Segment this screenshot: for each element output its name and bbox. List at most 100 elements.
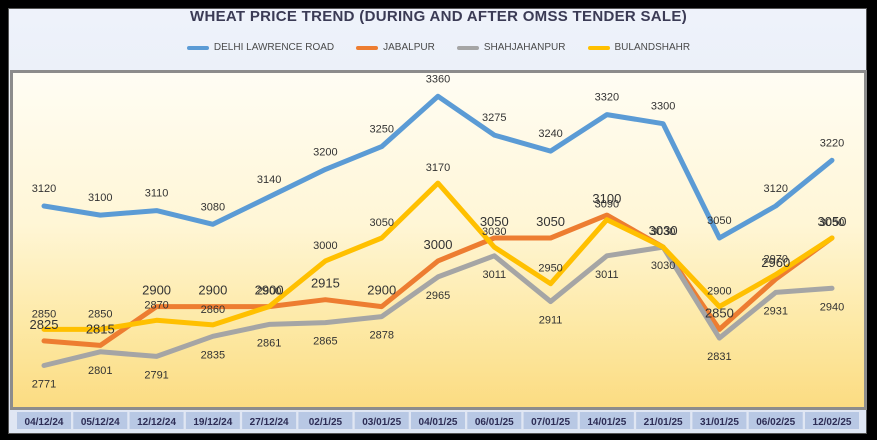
data-label: 2825 — [30, 317, 59, 332]
x-tick-label: 19/12/24 — [193, 417, 232, 428]
data-label: 2900 — [198, 283, 227, 298]
x-tick-bg — [73, 412, 128, 429]
data-label: 3250 — [369, 124, 393, 136]
x-tick-label: 05/12/24 — [81, 417, 120, 428]
data-label: 2791 — [144, 369, 168, 381]
data-label: 2915 — [311, 276, 340, 291]
x-tick-bg — [354, 412, 409, 429]
x-tick-bg — [411, 412, 465, 429]
data-label: 3050 — [818, 214, 847, 229]
data-label: 2801 — [88, 365, 112, 377]
x-tick-label: 31/01/25 — [700, 417, 739, 428]
x-tick-label: 21/01/25 — [644, 417, 683, 428]
data-label: 3275 — [482, 112, 506, 124]
data-label: 3360 — [426, 73, 450, 85]
data-label: 2870 — [144, 299, 168, 311]
legend-swatch-jabalpur — [356, 45, 379, 50]
data-label: 2860 — [201, 304, 225, 316]
data-label: 2900 — [367, 283, 396, 298]
x-tick-bg — [467, 412, 522, 429]
x-tick-bg — [298, 412, 353, 429]
data-label: 3220 — [820, 137, 844, 149]
data-label: 3050 — [707, 215, 731, 227]
data-label: 3100 — [592, 191, 621, 206]
data-label: 2900 — [255, 283, 284, 298]
data-label: 3000 — [424, 237, 453, 252]
data-label: 3200 — [313, 146, 337, 158]
data-label: 2900 — [707, 286, 731, 298]
data-label: 3011 — [595, 269, 619, 281]
data-label: 2815 — [86, 321, 115, 336]
data-label: 2865 — [313, 336, 337, 348]
data-label: 3030 — [651, 260, 675, 272]
data-label: 3050 — [536, 214, 565, 229]
data-label: 3050 — [369, 217, 393, 229]
x-tick-label: 02/1/25 — [309, 417, 343, 428]
legend-label-delhi: DELHI LAWRENCE ROAD — [213, 42, 335, 53]
data-label: 3030 — [482, 226, 506, 238]
legend-label-bulandshahr: BULANDSHAHR — [614, 42, 691, 53]
x-tick-label: 06/01/25 — [475, 417, 514, 428]
data-label: 3011 — [482, 269, 506, 281]
data-label: 2931 — [763, 305, 787, 317]
data-label: 2850 — [32, 308, 56, 320]
data-label: 2970 — [763, 254, 787, 266]
data-label: 2960 — [761, 255, 790, 270]
data-label: 2861 — [257, 337, 281, 349]
series-line-delhi-lawrence-road — [41, 93, 835, 241]
x-tick-bg — [129, 412, 184, 429]
x-tick-label: 04/12/24 — [25, 417, 64, 428]
data-label: 2878 — [369, 330, 393, 342]
plot-area — [10, 70, 867, 410]
data-label: 2911 — [539, 315, 563, 327]
legend-label-jabalpur: JABALPUR — [383, 42, 435, 53]
x-tick-bg — [636, 412, 691, 429]
data-label: 2940 — [820, 301, 844, 313]
x-tick-label: 04/01/25 — [419, 417, 458, 428]
x-tick-bg — [692, 412, 747, 429]
x-tick-bg — [17, 412, 71, 429]
data-label: 3300 — [651, 101, 675, 113]
data-label: 3100 — [88, 192, 112, 204]
data-label: 3140 — [257, 174, 281, 186]
x-tick-bg — [523, 412, 578, 429]
data-label: 2900 — [257, 286, 281, 298]
x-tick-label: 03/01/25 — [362, 417, 401, 428]
x-tick-bg — [242, 412, 297, 429]
data-label: 2850 — [705, 305, 734, 320]
x-tick-label: 06/02/25 — [756, 417, 795, 428]
x-tick-label: 14/01/25 — [587, 417, 626, 428]
data-label: 3050 — [480, 214, 509, 229]
x-tick-label: 12/02/25 — [813, 417, 852, 428]
data-label: 2950 — [538, 263, 562, 275]
legend-item-shahjahanpur: SHAHJAHANPUR — [456, 42, 566, 53]
legend-item-delhi: DELHI LAWRENCE ROAD — [186, 42, 335, 53]
series-line-jabalpur — [41, 212, 835, 348]
data-label: 3050 — [820, 217, 844, 229]
data-label: 2965 — [426, 290, 450, 302]
data-label: 2835 — [201, 349, 225, 361]
data-label: 2831 — [707, 351, 731, 363]
legend-swatch-shahjahanpur — [456, 45, 479, 50]
data-label: 3120 — [763, 183, 787, 195]
data-label: 3240 — [538, 128, 562, 140]
data-label: 3090 — [595, 199, 619, 211]
data-label: 3110 — [145, 188, 169, 200]
series-line-bulandshahr — [41, 180, 835, 332]
x-tick-bg — [579, 412, 634, 429]
x-tick-bg — [185, 412, 240, 429]
legend-swatch-delhi — [186, 45, 209, 50]
x-tick-label: 12/12/24 — [137, 417, 176, 428]
x-tick-label: 07/01/25 — [531, 417, 570, 428]
x-tick-bg — [805, 412, 859, 429]
chart-title: WHEAT PRICE TREND (DURING AND AFTER OMSS… — [189, 8, 687, 25]
legend-item-jabalpur: JABALPUR — [356, 42, 435, 53]
legend: DELHI LAWRENCE ROAD JABALPUR SHAHJAHANPU… — [0, 42, 877, 53]
data-label: 2900 — [142, 283, 171, 298]
series-line-shahjahanpur — [41, 244, 835, 368]
data-label: 2850 — [88, 308, 112, 320]
data-label: 3120 — [32, 183, 56, 195]
data-label: 3080 — [201, 201, 225, 213]
legend-swatch-bulandshahr — [587, 45, 610, 50]
